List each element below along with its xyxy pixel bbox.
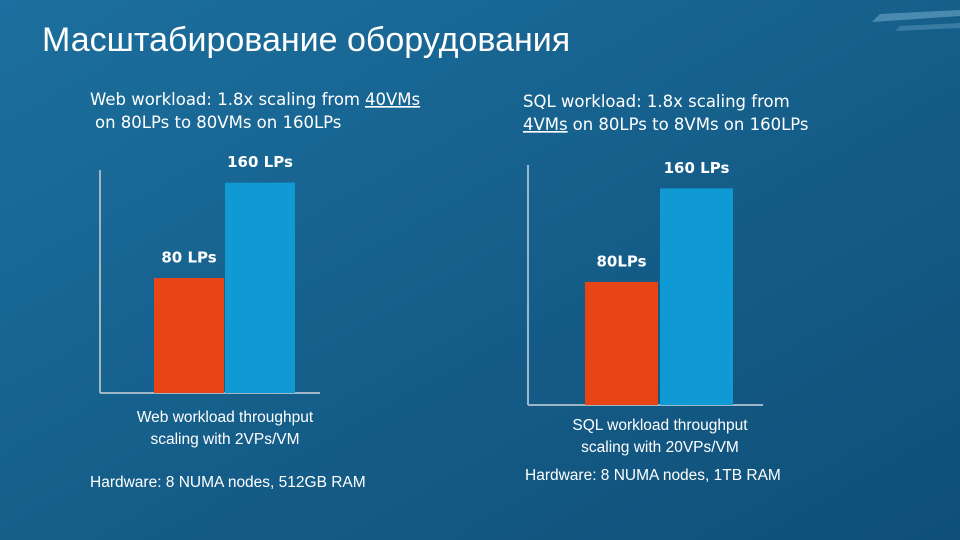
- heading-part: 4VMs: [523, 115, 568, 134]
- chart-heading: SQL workload: 1.8x scaling from: [523, 92, 790, 111]
- chart-caption: SQL workload throughput: [572, 417, 748, 434]
- chart-heading: 4VMs on 80LPs to 8VMs on 160LPs: [523, 115, 809, 134]
- bar-label: 80LPs: [596, 252, 646, 270]
- bar-label: 160 LPs: [227, 153, 293, 171]
- chart-heading: on 80LPs to 80VMs on 160LPs: [95, 113, 341, 132]
- chart-caption: scaling with 2VPs/VM: [150, 431, 299, 448]
- chart-caption: scaling with 20VPs/VM: [581, 439, 739, 456]
- chart-heading: Web workload: 1.8x scaling from 40VMs: [90, 90, 420, 109]
- heading-part: on 80LPs to 80VMs on 160LPs: [95, 113, 341, 132]
- heading-part: 40VMs: [365, 90, 420, 109]
- decor-stripe: [895, 23, 960, 31]
- bar: [660, 188, 733, 405]
- bar-label: 80 LPs: [161, 249, 216, 267]
- chart-caption: Web workload throughput: [137, 409, 314, 426]
- heading-part: on 80LPs to 8VMs on 160LPs: [573, 115, 809, 134]
- heading-part: Web workload: 1.8x scaling from: [90, 90, 360, 109]
- bar-label: 160 LPs: [664, 159, 730, 177]
- bar: [585, 281, 658, 405]
- bar: [225, 182, 295, 393]
- decor-stripe: [872, 10, 960, 22]
- bar: [154, 278, 224, 393]
- hardware-note: Hardware: 8 NUMA nodes, 1TB RAM: [525, 467, 781, 484]
- slide-title: Масштабирование оборудования: [42, 21, 570, 59]
- heading-part: SQL workload: 1.8x scaling from: [523, 92, 790, 111]
- hardware-note: Hardware: 8 NUMA nodes, 512GB RAM: [90, 474, 366, 491]
